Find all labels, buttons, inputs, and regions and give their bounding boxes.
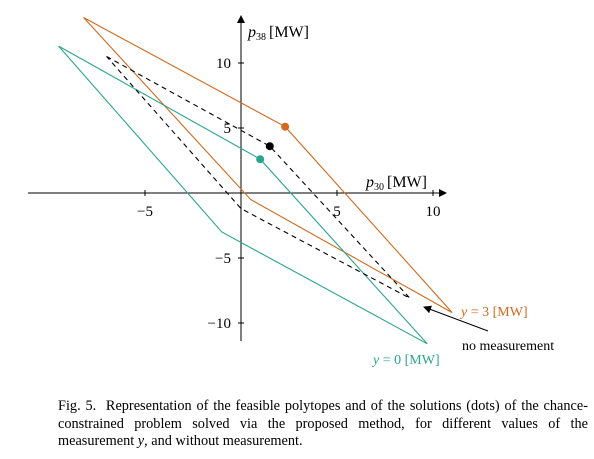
x-tick-label: −5	[137, 204, 153, 220]
solution-dot-2	[265, 142, 274, 151]
label-y3: y = 3 [MW]	[459, 305, 528, 320]
no-measurement-label: no measurement	[462, 339, 554, 354]
x-tick-label: 10	[426, 204, 441, 220]
polytope-0	[83, 17, 453, 314]
solution-dot-0	[281, 122, 290, 131]
figure-caption: Fig. 5. Representation of the feasible p…	[58, 398, 588, 451]
solution-dots	[256, 122, 290, 164]
caption-text-2: , and without measurement.	[144, 433, 303, 449]
caption-text-1: Representation of the feasible polytopes…	[58, 398, 588, 449]
polytopes	[58, 17, 453, 345]
label-y0: y = 0 [MW]	[371, 353, 440, 368]
y-axis-label: p38 [MW]	[247, 24, 309, 43]
y-ticks: 10 5 −5 −10	[208, 56, 244, 332]
x-ticks: −5 5 10	[137, 190, 441, 220]
y-tick-label: −5	[215, 251, 231, 267]
caption-prefix: Fig. 5.	[58, 398, 97, 414]
x-tick-label: 5	[333, 204, 341, 220]
solution-dot-1	[256, 155, 265, 164]
x-axis-label: p30 [MW]	[365, 174, 427, 193]
no-measurement-arrow	[423, 305, 489, 332]
polytope-1	[58, 45, 428, 345]
y-tick-label: −10	[208, 316, 231, 332]
caption-var: y	[137, 433, 145, 449]
y-tick-label: 5	[224, 121, 232, 137]
y-tick-label: 10	[216, 56, 231, 72]
polytope-figure: −5 5 10 10 5 −5 −10 p30 [MW] p38 [MW] no measur…	[28, 15, 554, 368]
polytope-2	[106, 56, 411, 299]
